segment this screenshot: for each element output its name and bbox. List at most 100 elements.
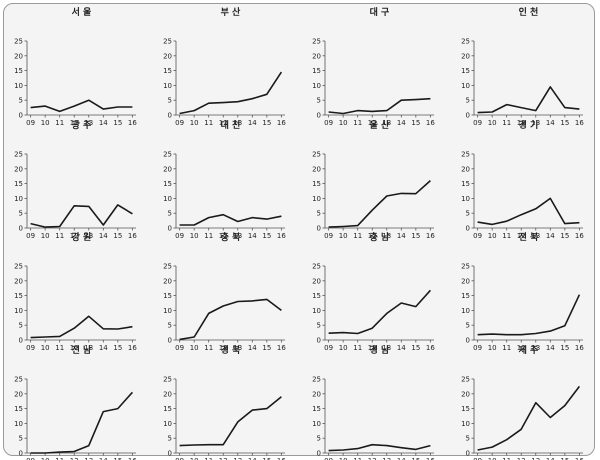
x-tick-label: 16 [426,232,435,240]
series-line [328,180,431,228]
x-tick-label: 16 [128,457,137,460]
series-line [179,396,282,447]
x-tick-label: 14 [397,119,406,127]
y-tick-label: 25 [14,263,23,271]
x-tick-label: 16 [277,457,286,460]
x-tick-label: 13 [531,457,540,460]
chart-panel-12: 전 북 0 5 10 15 20 25 09 10 11 12 13 14 15 16 [461,231,584,352]
y-tick-label: 15 [163,67,172,75]
x-tick-label: 11 [502,344,511,352]
x-tick-label: 09 [26,232,35,240]
x-tick-label: 12 [368,457,377,460]
x-tick-label: 14 [546,457,555,460]
y-tick-label: 5 [19,322,23,330]
series-line [30,99,133,113]
x-tick-label: 10 [190,232,199,240]
x-tick-label: 16 [426,119,435,127]
x-tick-label: 15 [262,457,271,460]
x-tick-label: 14 [546,344,555,352]
x-tick-label: 10 [488,344,497,352]
x-tick-label: 15 [262,119,271,127]
y-tick-label: 20 [312,52,321,60]
series-line [477,86,580,114]
x-tick-label: 15 [560,344,569,352]
y-tick-label: 25 [461,151,470,159]
y-tick-label: 15 [14,405,23,413]
x-tick-label: 12 [219,232,228,240]
y-tick-label: 20 [312,165,321,173]
x-tick-label: 12 [70,457,79,460]
chart-frame [3,3,595,456]
chart-panel-3: 대 구 0 5 10 15 20 25 09 10 11 12 13 14 15 16 [312,6,435,127]
x-tick-label: 15 [113,232,122,240]
x-tick-label: 15 [262,344,271,352]
y-tick-label: 5 [19,97,23,105]
x-tick-label: 09 [175,344,184,352]
series-line [179,298,282,341]
y-tick-label: 20 [14,165,23,173]
series-line [179,213,282,226]
chart-title: 대 전 [221,119,241,131]
series-line [328,443,431,452]
x-tick-label: 09 [26,457,35,460]
chart-title: 광 주 [72,119,92,131]
y-tick-label: 15 [14,292,23,300]
y-tick-label: 15 [163,405,172,413]
y-tick-label: 15 [312,180,321,188]
y-tick-label: 15 [312,292,321,300]
x-tick-label: 09 [26,119,35,127]
y-tick-label: 0 [19,450,23,458]
x-tick-label: 12 [70,344,79,352]
y-tick-label: 10 [14,82,23,90]
y-tick-label: 5 [466,97,470,105]
y-tick-label: 5 [317,97,321,105]
series-line [30,204,133,228]
y-tick-label: 15 [163,180,172,188]
chart-title: 서 울 [72,6,92,18]
x-tick-label: 14 [248,232,257,240]
x-tick-label: 16 [426,457,435,460]
chart-panel-7: 울 산 0 5 10 15 20 25 09 10 11 12 13 14 15 16 [312,119,435,240]
x-tick-label: 10 [488,119,497,127]
x-tick-label: 10 [41,344,50,352]
x-tick-label: 10 [339,344,348,352]
x-tick-label: 15 [411,232,420,240]
y-tick-label: 5 [168,210,172,218]
series-line [30,391,133,454]
x-tick-label: 09 [324,232,333,240]
y-tick-label: 25 [14,376,23,384]
x-tick-label: 10 [339,119,348,127]
x-tick-label: 11 [55,457,64,460]
x-tick-label: 11 [55,119,64,127]
y-tick-label: 20 [461,390,470,398]
series-line [30,315,133,339]
y-tick-label: 5 [19,435,23,443]
x-tick-label: 10 [41,457,50,460]
x-tick-label: 09 [473,119,482,127]
y-tick-label: 10 [163,82,172,90]
y-tick-label: 10 [461,307,470,315]
y-tick-label: 25 [461,263,470,271]
x-tick-label: 12 [219,119,228,127]
chart-panel-11: 충 남 0 5 10 15 20 25 09 10 11 12 13 14 15 16 [312,231,435,352]
x-tick-label: 09 [324,119,333,127]
series-line [477,385,581,451]
x-tick-label: 16 [575,344,584,352]
x-tick-label: 14 [99,232,108,240]
x-tick-label: 15 [262,232,271,240]
y-tick-label: 25 [14,38,23,46]
x-tick-label: 15 [411,119,420,127]
chart-panel-1: 서 울 0 5 10 15 20 25 09 10 11 12 13 14 15 16 [14,6,137,127]
chart-title: 강 원 [72,231,92,243]
x-tick-label: 16 [277,232,286,240]
x-tick-label: 15 [560,119,569,127]
x-tick-label: 09 [473,232,482,240]
x-tick-label: 14 [397,457,406,460]
chart-title: 인 천 [519,7,539,18]
y-tick-label: 15 [14,180,23,188]
y-tick-label: 20 [461,277,470,285]
chart-panel-16: 제 주 0 5 10 15 20 25 09 10 11 12 13 14 15 16 [461,344,584,460]
x-tick-label: 13 [233,344,242,352]
y-tick-label: 15 [14,67,23,75]
y-tick-label: 10 [14,420,23,428]
